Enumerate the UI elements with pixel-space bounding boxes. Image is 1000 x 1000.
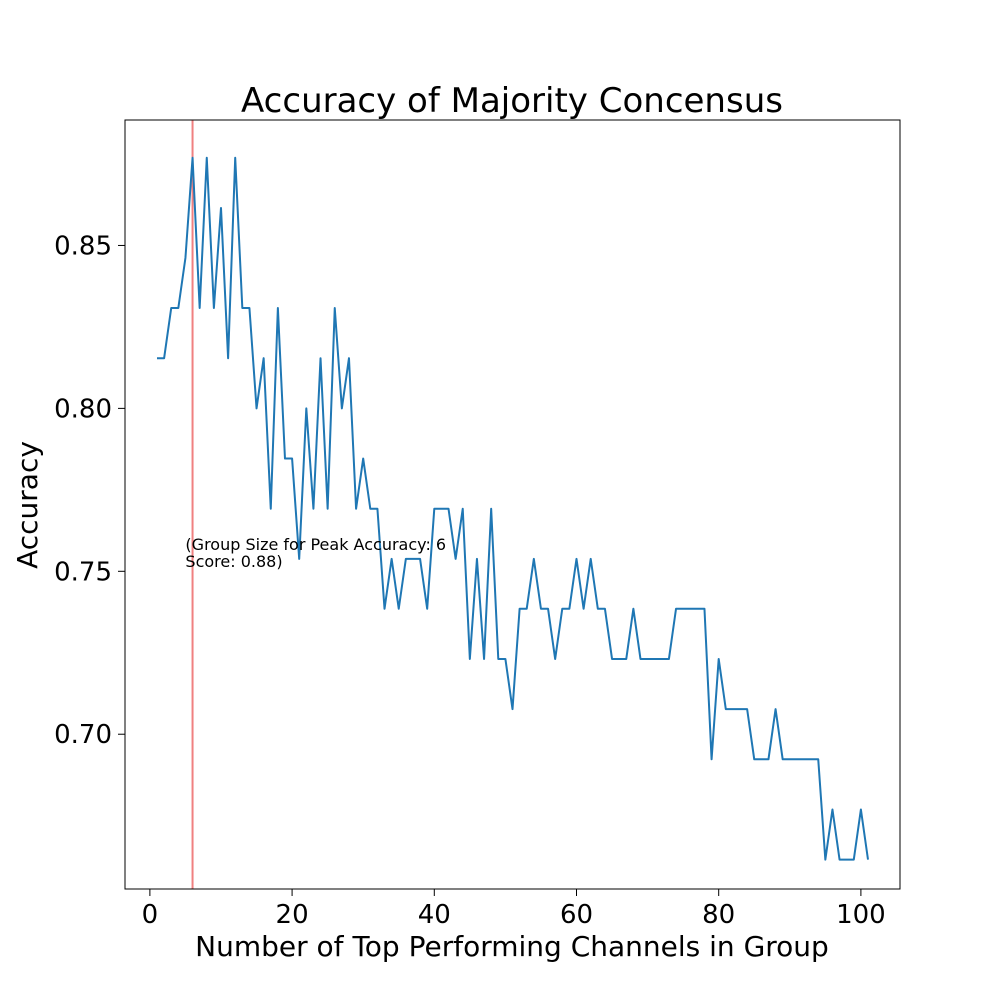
- y-tick-label: 0.75: [54, 557, 112, 587]
- series-layer: [157, 156, 869, 861]
- y-axis-label: Accuracy: [11, 441, 44, 569]
- chart-title: Accuracy of Majority Concensus: [241, 81, 783, 121]
- plot-frame: [124, 119, 901, 890]
- x-tick-label: 40: [418, 900, 451, 930]
- y-tick-label: 0.80: [54, 394, 112, 424]
- peak-annotation-line-2: Score: 0.88): [185, 552, 282, 571]
- y-axis: 0.70 0.75 0.80 0.85: [54, 231, 125, 750]
- x-tick-label: 0: [142, 900, 159, 930]
- annotation-layer: (Group Size for Peak Accuracy: 6 Score: …: [185, 535, 451, 571]
- accuracy-series-line: [157, 156, 869, 861]
- x-tick-label: 80: [702, 900, 735, 930]
- x-axis: 0 20 40 60 80 100: [142, 889, 886, 930]
- peak-annotation: (Group Size for Peak Accuracy: 6 Score: …: [185, 535, 451, 571]
- x-axis-label: Number of Top Performing Channels in Gro…: [195, 930, 829, 963]
- y-tick-label: 0.85: [54, 231, 112, 261]
- x-tick-label: 20: [276, 900, 309, 930]
- y-tick-label: 0.70: [54, 720, 112, 750]
- x-tick-label: 60: [560, 900, 593, 930]
- x-tick-label: 100: [836, 900, 886, 930]
- plot-area: (Group Size for Peak Accuracy: 6 Score: …: [124, 119, 901, 890]
- peak-annotation-line-1: (Group Size for Peak Accuracy: 6: [185, 535, 446, 554]
